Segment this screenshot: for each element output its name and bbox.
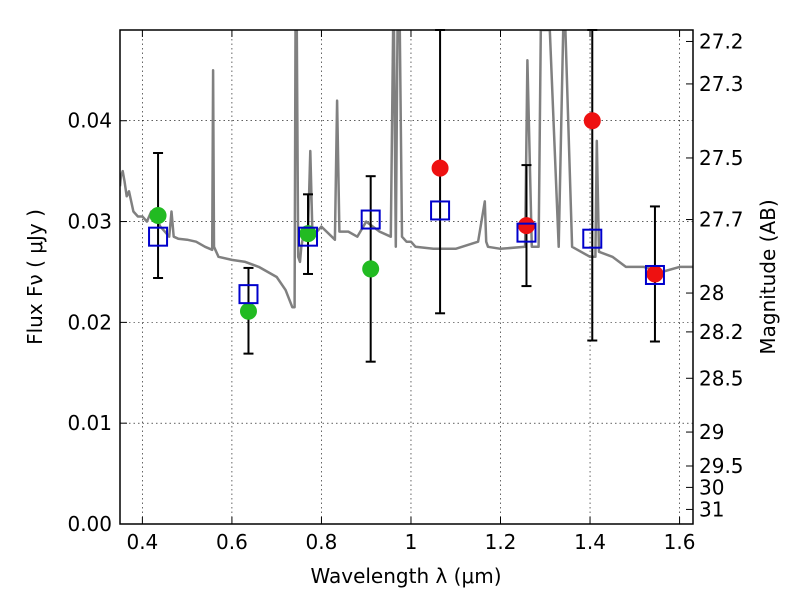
right-tick-label: 29.5 [699, 454, 744, 478]
red-data-point [646, 265, 664, 283]
green-data-point [149, 207, 167, 225]
model-band-square [644, 264, 665, 285]
right-tick-label: 28.5 [699, 366, 744, 390]
model-band-square [516, 222, 537, 243]
red-data-point [431, 159, 449, 177]
y-tick-label: 0.03 [67, 210, 112, 234]
y-axis-label: Flux Fν ( μJy ) [23, 209, 47, 345]
right-tick-label: 31 [699, 497, 724, 521]
x-tick-label: 0.4 [126, 530, 158, 554]
axes-frame [119, 29, 694, 525]
y-tick-label: 0.04 [67, 109, 112, 133]
right-tick-label: 30 [699, 475, 724, 499]
green-data-point [362, 260, 380, 278]
model-band-square [430, 200, 451, 221]
x-tick-label: 1.2 [485, 530, 517, 554]
right-tick-label: 27.7 [699, 208, 744, 232]
red-data-point [583, 112, 601, 130]
red-data-point [517, 217, 535, 235]
plot-area [120, 29, 693, 363]
ticks: 0.4 0.6 0.8 1 1.2 1.4 1.6 0.00 0.01 0.02 0.03 0.04 2… [67, 29, 743, 554]
y-tick-label: 0.02 [67, 310, 112, 334]
right-tick-label: 29 [699, 420, 724, 444]
right-tick-label: 28 [699, 281, 724, 305]
green-data-point [239, 302, 257, 320]
y-tick-label: 0.00 [67, 512, 112, 536]
model-band-square [360, 209, 381, 230]
x-tick-label: 1 [405, 530, 418, 554]
y-tick-label: 0.01 [67, 411, 112, 435]
x-tick-label: 1.6 [664, 530, 696, 554]
model-spectrum-line [120, 30, 693, 309]
right-tick-label: 27.5 [699, 146, 744, 170]
x-axis-label: Wavelength λ (μm) [310, 564, 501, 588]
right-axis-label: Magnitude (AB) [756, 199, 780, 354]
x-tick-label: 0.6 [216, 530, 248, 554]
x-tick-label: 0.8 [306, 530, 338, 554]
x-tick-label: 1.4 [574, 530, 606, 554]
model-band-square [238, 284, 259, 305]
model-band-square [148, 226, 169, 247]
model-band-square [582, 228, 603, 249]
right-tick-label: 28.2 [699, 320, 744, 344]
grid [120, 30, 693, 525]
right-tick-label: 27.3 [699, 72, 744, 96]
model-band-square [298, 226, 319, 247]
right-tick-label: 27.2 [699, 29, 744, 53]
